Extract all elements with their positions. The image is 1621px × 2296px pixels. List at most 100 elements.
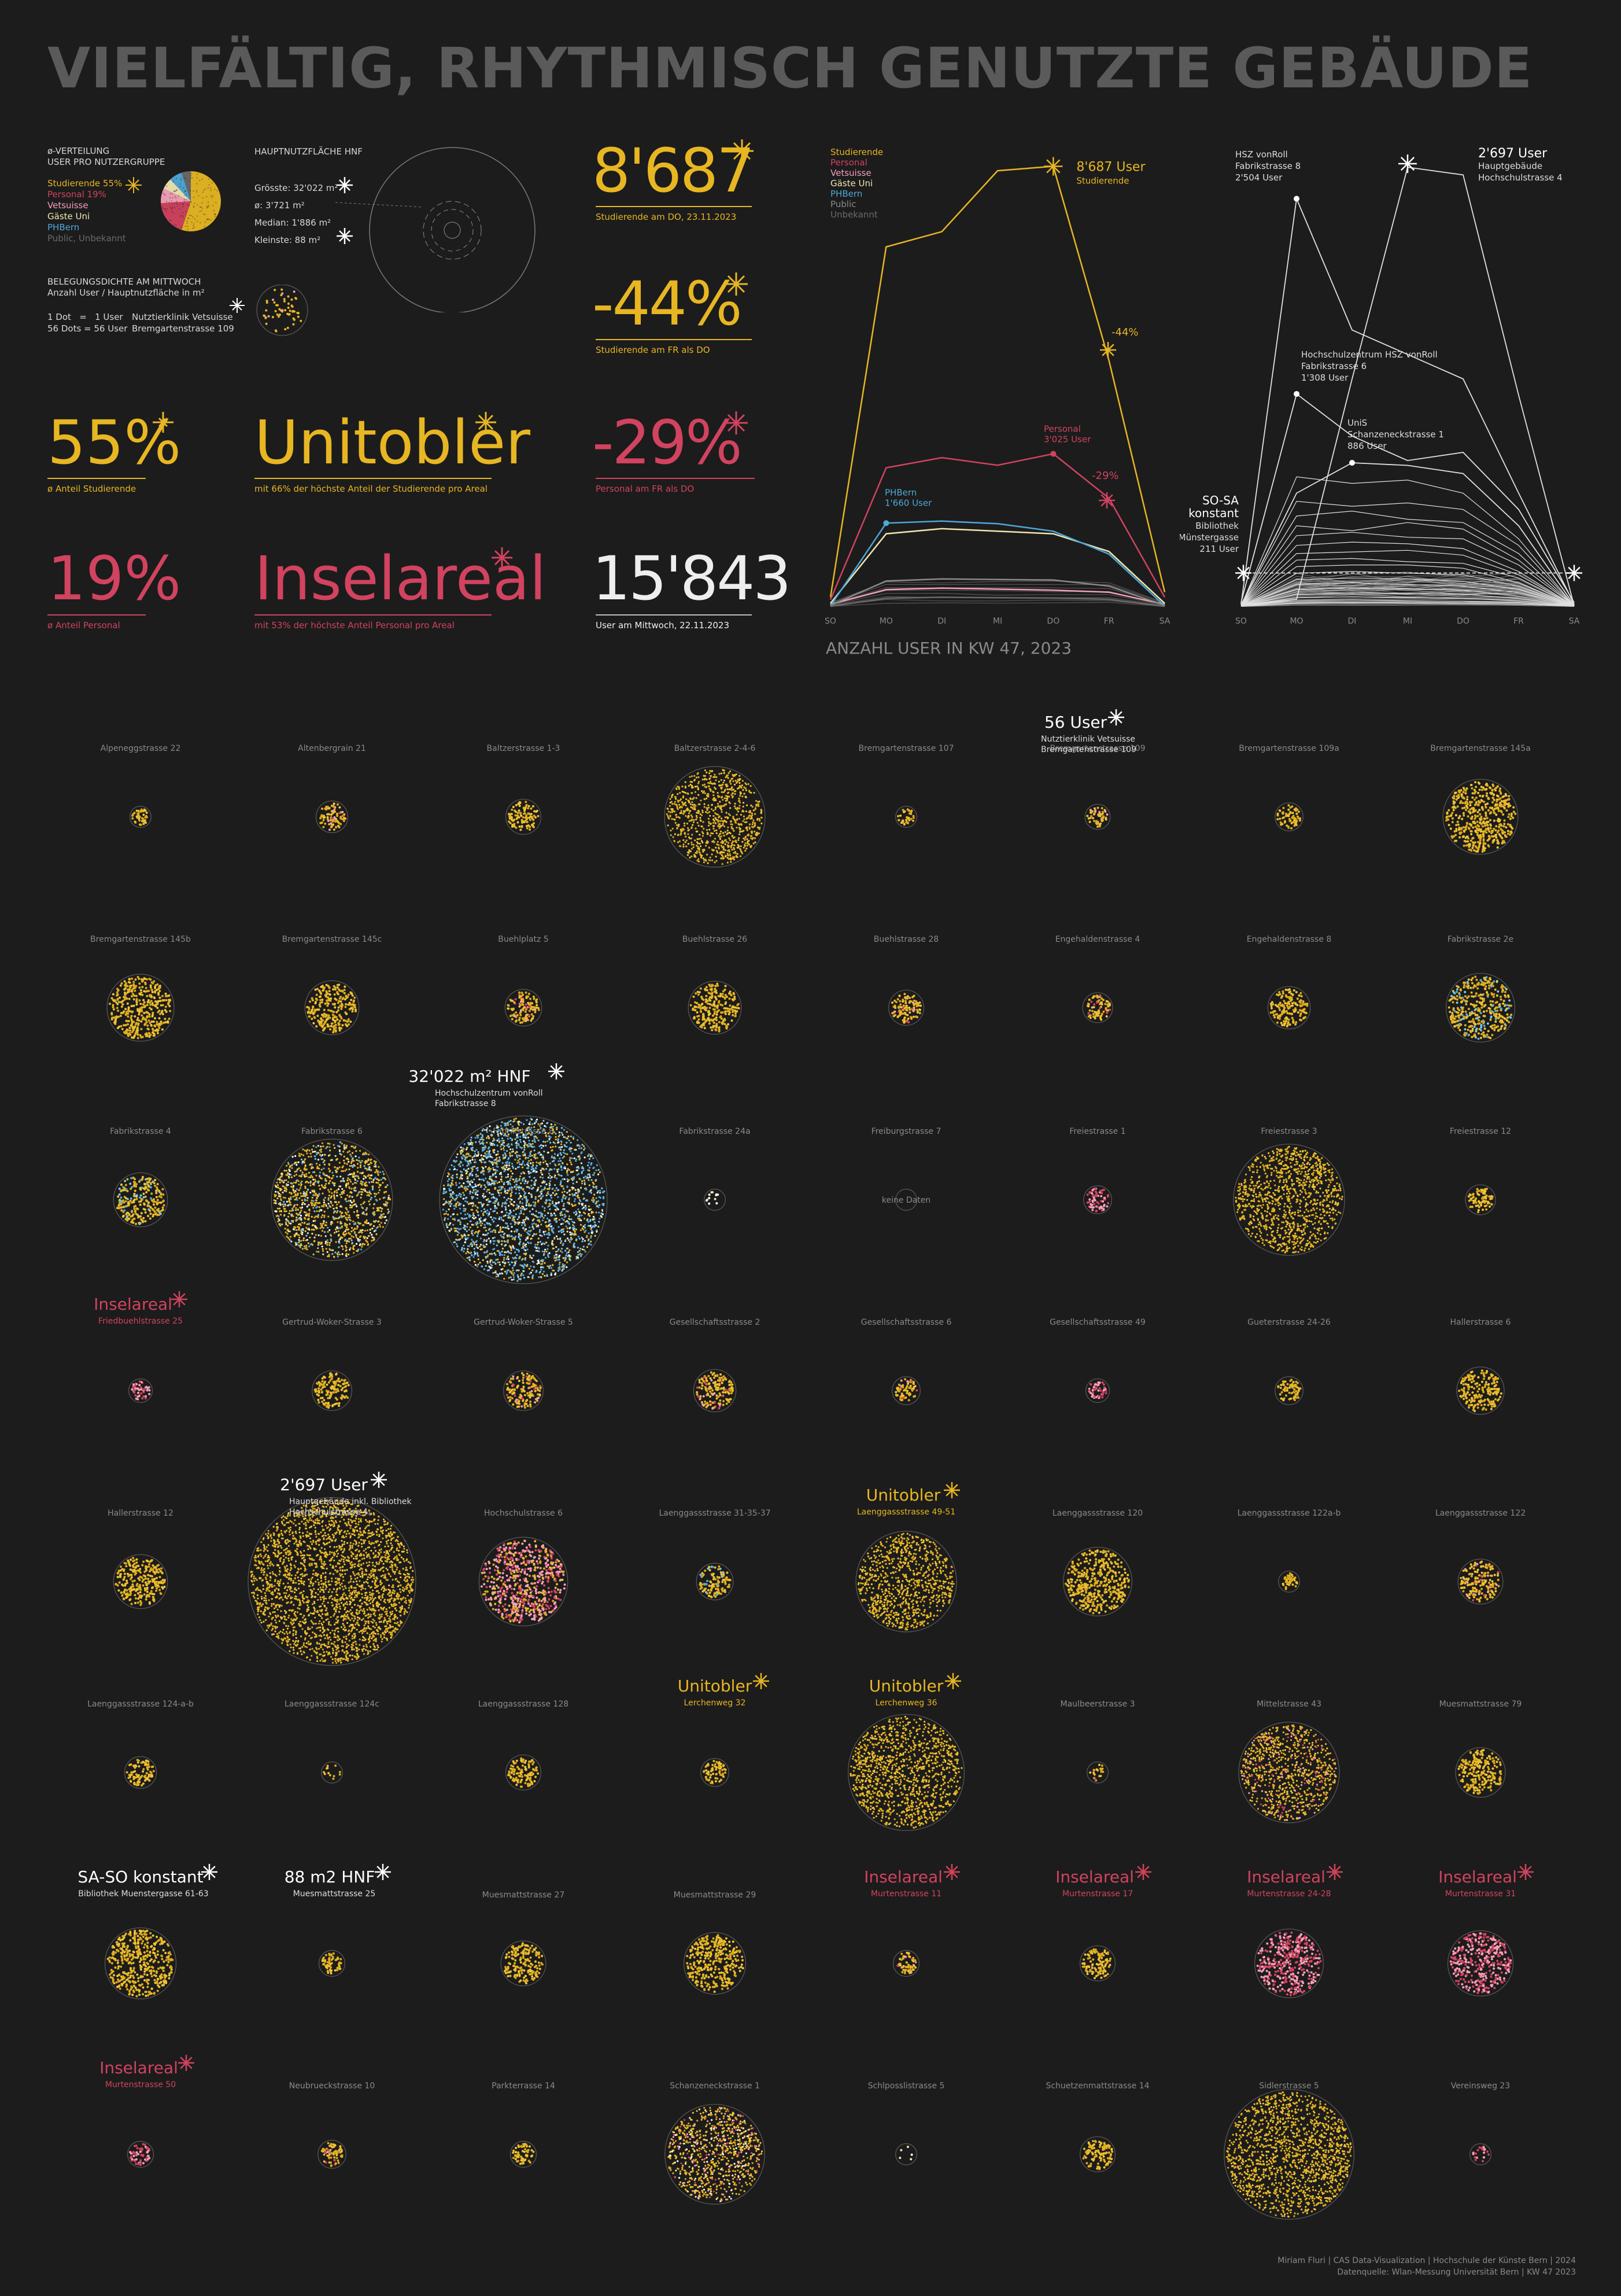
legend: Studierende 55% Personal 19% Vetsuisse G… [47,178,126,244]
legend-label: Gäste Uni [830,178,873,189]
building-name: Maulbeerstrasse 3 [1061,1700,1135,1709]
building-name: Alpeneggstrasse 22 [101,744,181,753]
building-name: Mittelstrasse 43 [1257,1700,1321,1709]
star-icon [1099,492,1115,508]
building-name: Hallerstrasse 6 [1450,1318,1511,1327]
callout-label: Unitobler [869,1676,944,1696]
callout-label: 32'022 m² HNF [408,1067,530,1086]
building-name: Bremgartenstrasse 109a [1239,744,1339,753]
building-name: Baltzerstrasse 2-4-6 [674,744,756,753]
star-icon [945,1673,961,1689]
x-tick-label: MI [993,617,1002,626]
star-icon [489,545,515,570]
building-name: Laenggassstrasse 128 [478,1700,568,1709]
annotation: Fabrikstrasse 8 [1235,161,1301,171]
callout-label: Inselareal [1438,1867,1517,1886]
building-name: Gertrud-Woker-Strasse 5 [474,1318,573,1327]
density-title: BELEGUNGSDICHTE AM MITTWOCH Anzahl User … [47,277,205,298]
callout-label: Unitobler [866,1486,941,1505]
annotation: 8'687 User [1076,160,1146,174]
building-name: Fabrikstrasse 2e [1448,935,1513,944]
star-icon [1517,1864,1534,1880]
series-line [1241,199,1574,605]
kpi-personal-fr: -29% [592,411,741,474]
building-name: Freiestrasse 12 [1450,1127,1511,1136]
building-name: Engehaldenstrasse 8 [1247,935,1332,944]
star-icon [1135,1864,1151,1880]
callout-label: Unitobler [678,1676,752,1696]
callout-sub: Murtenstrasse 31 [1445,1889,1516,1899]
building-name: Laenggassstrasse 31-35-37 [659,1509,770,1518]
building-name: Laenggassstrasse 122a-b [1238,1509,1341,1518]
annotation: -29% [1092,470,1119,482]
star-icon [944,1482,960,1498]
callout-sub: Nutztierklinik Vetsuisse [1041,735,1135,744]
callout-sub: Hochschulstrasse 4 [289,1508,368,1517]
star-icon [1044,157,1062,175]
kpi-caption: ø Anteil Personal [47,620,120,631]
annotation: 1'308 User [1301,373,1349,383]
legend-label: Unbekannt [830,209,878,220]
density-rule: 1 Dot = 1 User 56 Dots = 56 User [47,311,127,334]
x-tick-label: SA [1160,617,1170,626]
building-name: Buehlplatz 5 [498,935,548,944]
x-tick-label: MO [880,617,893,626]
annotation: Schanzeneckstrasse 1 [1347,429,1444,440]
building-circle [1084,1186,1112,1214]
page-title: VIELFÄLTIG, RHYTHMISCH GENUTZTE GEBÄUDE [47,36,1533,101]
legend-label: Personal [830,157,867,168]
building-name: Gesellschaftsstrasse 6 [861,1318,952,1327]
callout-sub: Bibliothek Muenstergasse 61-63 [78,1889,208,1899]
kpi-rule [596,206,752,207]
no-data-label: keine Daten [882,1196,930,1205]
kpi-caption: Studierende am DO, 23.11.2023 [596,212,736,222]
x-tick-label: MO [1290,617,1303,626]
building-name: Bremgartenstrasse 145b [90,935,191,944]
annotation: 886 User [1347,441,1387,451]
star-icon [944,1864,960,1880]
legend-label: Studierende [830,147,883,157]
legend-label: Vetsuisse [830,168,872,178]
building-name: Buehlstrasse 28 [874,935,939,944]
callout-sub: Hauptgebäude inkl. Bibliothek [289,1497,412,1506]
annotation: Hauptgebäude [1478,161,1542,171]
x-tick-label: SO [825,617,836,626]
building-name: Laenggassstrasse 124-a-b [87,1700,194,1709]
building-name: Fabrikstrasse 6 [301,1127,363,1136]
star-icon [371,1472,387,1488]
building-name: Bremgartenstrasse 145c [282,935,382,944]
callout-label: 56 User [1044,713,1107,732]
kpi-rule [254,478,492,479]
building-name: Muesmattstrasse 27 [482,1890,565,1900]
x-tick-label: DI [937,617,946,626]
legend-item-gaeste: Gäste Uni [47,211,126,222]
star-icon [125,177,142,193]
x-tick-label: DI [1348,617,1357,626]
callout-sub: Murtenstrasse 17 [1062,1889,1133,1899]
star-icon [1566,565,1582,581]
annotation: Hochschulstrasse 4 [1478,172,1563,183]
x-tick-label: MI [1403,617,1412,626]
star-icon [753,1673,769,1689]
building-name: Baltzerstrasse 1-3 [487,744,560,753]
star-icon [1108,709,1124,725]
x-tick-label: SO [1235,617,1247,626]
building-name: Fabrikstrasse 24a [679,1127,750,1136]
footer: Miriam Fluri | CAS Data-Visualization | … [1277,2255,1576,2278]
line-chart-buildings: SO MO DI MI DO FR SA HSZ vonRollFabrikstrasse … [1180,127,1608,636]
star-icon [375,1864,391,1880]
callout-label: Inselareal [99,2058,178,2077]
annotation: HSZ vonRoll [1235,149,1288,160]
building-name: Laenggassstrasse 124c [285,1700,379,1709]
callout-sub: Lerchenweg 32 [684,1698,746,1708]
chart-title: ANZAHL USER IN KW 47, 2023 [826,639,1072,658]
series-line [1241,167,1574,606]
legend-item-vetsuisse: Vetsuisse [47,200,126,211]
legend-item-studierende: Studierende 55% [47,178,126,189]
kpi-anteil-personal: 19% [47,547,181,610]
callout-sub: Murtenstrasse 11 [871,1889,941,1899]
kpi-caption: mit 53% der höchste Anteil Personal pro … [254,620,455,631]
kpi-rule [596,614,752,616]
series-line [1241,394,1574,603]
kpi-rule [596,339,752,340]
